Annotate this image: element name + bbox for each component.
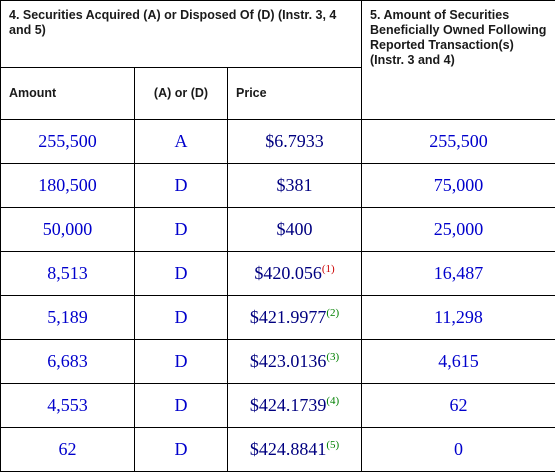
price-value: $400: [276, 219, 313, 239]
price-cell: $381: [226, 163, 363, 208]
table-row: 8,513 D $420.056(1) 16,487: [0, 251, 555, 296]
price-cell: $400: [226, 207, 363, 252]
table-row: 62 D $424.8841(5) 0: [0, 427, 555, 472]
table-row: 6,683 D $423.0136(3) 4,615: [0, 339, 555, 384]
owned-cell: 62: [361, 383, 555, 428]
price-cell: $424.1739(4): [226, 383, 363, 428]
aord-column-header: (A) or (D): [134, 67, 228, 120]
owned-cell: 0: [361, 427, 555, 472]
section5-header: 5. Amount of Securities Beneficially Own…: [361, 0, 555, 120]
table-row: 50,000 D $400 25,000: [0, 207, 555, 252]
aord-cell: D: [134, 383, 228, 428]
price-value: $423.0136: [249, 351, 327, 371]
aord-cell: D: [134, 251, 228, 296]
table-row: 4,553 D $424.1739(4) 62: [0, 383, 555, 428]
price-cell: $420.056(1): [226, 251, 363, 296]
footnote-ref-link[interactable]: (2): [326, 307, 340, 319]
price-value: $420.056: [254, 263, 322, 283]
table-row: 180,500 D $381 75,000: [0, 163, 555, 208]
amount-cell: 8,513: [0, 251, 135, 296]
header-row-columns: Amount (A) or (D) Price: [0, 67, 555, 120]
footnote-ref-link[interactable]: (4): [326, 395, 340, 407]
table-row: 5,189 D $421.9977(2) 11,298: [0, 295, 555, 340]
price-value: $421.9977: [249, 307, 327, 327]
price-value: $424.8841: [249, 439, 327, 459]
amount-cell: 255,500: [0, 119, 135, 164]
footnote-ref-link[interactable]: (1): [321, 263, 335, 275]
price-value: $6.7933: [265, 131, 324, 151]
aord-cell: D: [134, 163, 228, 208]
price-column-header: Price: [226, 67, 363, 120]
aord-cell: A: [134, 119, 228, 164]
owned-cell: 16,487: [361, 251, 555, 296]
amount-cell: 6,683: [0, 339, 135, 384]
footnote-ref-link[interactable]: (3): [326, 351, 340, 363]
owned-cell: 4,615: [361, 339, 555, 384]
price-cell: $424.8841(5): [226, 427, 363, 472]
aord-cell: D: [134, 207, 228, 252]
price-value: $381: [276, 175, 313, 195]
price-value: $424.1739: [249, 395, 327, 415]
aord-cell: D: [134, 339, 228, 384]
header-row-top: 4. Securities Acquired (A) or Disposed O…: [0, 0, 555, 120]
owned-cell: 75,000: [361, 163, 555, 208]
amount-cell: 50,000: [0, 207, 135, 252]
price-cell: $423.0136(3): [226, 339, 363, 384]
owned-cell: 11,298: [361, 295, 555, 340]
aord-cell: D: [134, 295, 228, 340]
table-row: 255,500 A $6.7933 255,500: [0, 119, 555, 164]
aord-cell: D: [134, 427, 228, 472]
section4-header: 4. Securities Acquired (A) or Disposed O…: [0, 0, 363, 68]
amount-cell: 62: [0, 427, 135, 472]
amount-cell: 180,500: [0, 163, 135, 208]
price-cell: $421.9977(2): [226, 295, 363, 340]
amount-column-header: Amount: [0, 67, 135, 120]
owned-cell: 25,000: [361, 207, 555, 252]
footnote-ref-link[interactable]: (5): [326, 439, 340, 451]
owned-cell: 255,500: [361, 119, 555, 164]
amount-cell: 5,189: [0, 295, 135, 340]
amount-cell: 4,553: [0, 383, 135, 428]
price-cell: $6.7933: [226, 119, 363, 164]
